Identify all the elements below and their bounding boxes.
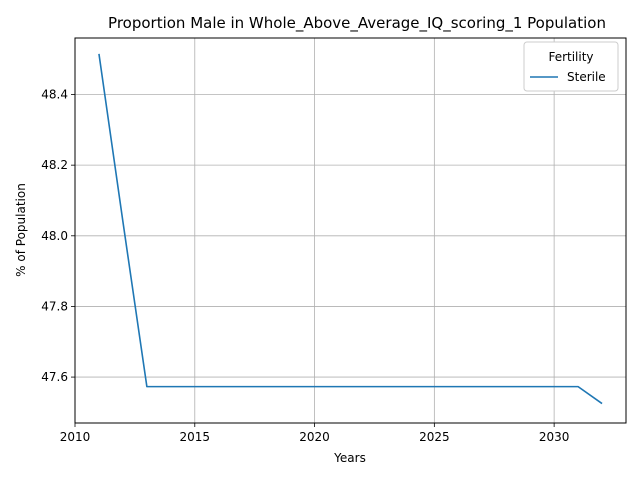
grid-lines — [74, 38, 626, 423]
y-axis-label: % of Population — [14, 183, 28, 277]
y-tick-label: 47.8 — [41, 299, 68, 313]
series-line-sterile — [98, 53, 603, 405]
legend-box — [523, 41, 619, 92]
legend-label-sterile: Sterile — [567, 70, 606, 84]
y-tick-label: 48.2 — [41, 158, 68, 172]
plot-frame — [74, 37, 627, 424]
x-tick-label: 2030 — [539, 430, 570, 444]
y-tick-label: 48.0 — [41, 229, 68, 243]
chart-title: Proportion Male in Whole_Above_Average_I… — [108, 14, 606, 33]
y-tick-label: 48.4 — [41, 88, 68, 102]
y-tick-label: 47.6 — [41, 370, 68, 384]
y-axis-ticks: 47.6 47.8 48.0 48.2 48.4 — [41, 88, 75, 384]
x-axis-ticks: 2010 2015 2020 2025 2030 — [60, 423, 570, 444]
x-axis-label: Years — [333, 451, 366, 465]
legend-title: Fertility — [548, 50, 593, 64]
x-tick-label: 2020 — [299, 430, 330, 444]
series-lines — [98, 53, 603, 405]
x-tick-label: 2025 — [419, 430, 450, 444]
x-tick-label: 2010 — [60, 430, 91, 444]
x-tick-label: 2015 — [180, 430, 211, 444]
legend: Fertility Sterile — [523, 41, 619, 92]
